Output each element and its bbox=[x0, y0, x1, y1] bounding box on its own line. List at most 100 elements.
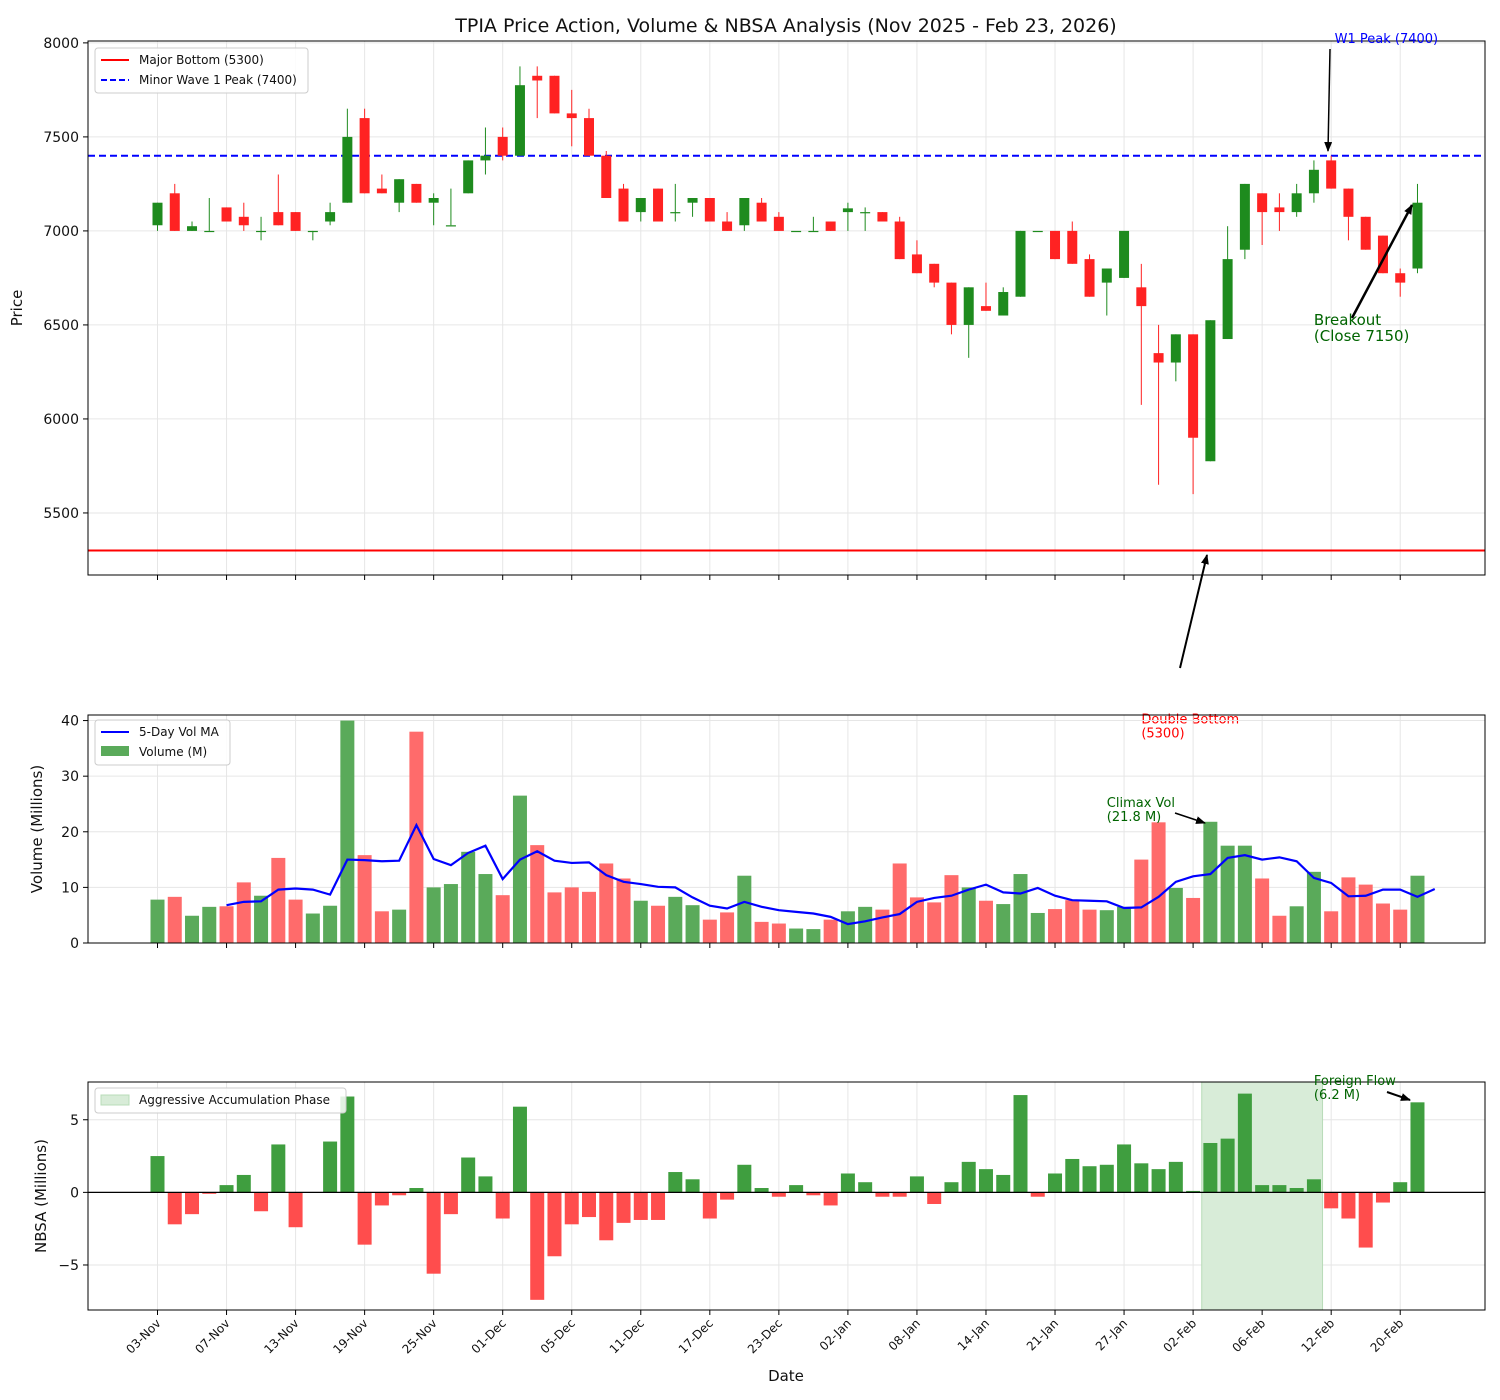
volume-bar bbox=[409, 731, 424, 943]
volume-bar bbox=[754, 921, 769, 943]
candle-body bbox=[1308, 169, 1319, 194]
nbsa-legend-label: Aggressive Accumulation Phase bbox=[139, 1093, 330, 1107]
candle-body bbox=[204, 230, 215, 233]
volume-bar bbox=[1220, 845, 1235, 943]
candle-body bbox=[825, 221, 836, 231]
nbsa-bar bbox=[806, 1192, 821, 1196]
candle-body bbox=[635, 198, 646, 213]
nbsa-ylabel: NBSA (Millions) bbox=[32, 1139, 50, 1253]
nbsa-bar bbox=[564, 1192, 579, 1225]
nbsa-legend: Aggressive Accumulation Phase bbox=[94, 1087, 347, 1114]
nbsa-bar bbox=[1168, 1161, 1183, 1193]
volume-bar bbox=[633, 900, 648, 943]
nbsa-bar bbox=[1082, 1166, 1097, 1193]
volume-bar bbox=[1410, 875, 1425, 943]
volume-bar bbox=[1134, 859, 1149, 943]
volume-bar bbox=[806, 929, 821, 943]
price-ytick-label: 5500 bbox=[43, 506, 79, 522]
volume-bar bbox=[668, 896, 683, 943]
nbsa-annotation-text: (6.2 M) bbox=[1314, 1088, 1360, 1103]
volume-bar bbox=[374, 911, 389, 943]
nbsa-bar bbox=[1220, 1138, 1235, 1193]
x-tick-label: 12-Feb bbox=[1299, 1316, 1338, 1355]
candle-body bbox=[877, 212, 888, 222]
chart-title: TPIA Price Action, Volume & NBSA Analysi… bbox=[454, 15, 1116, 37]
nbsa-panel: −5 0 5 NBSA (Millions) Aggressive Accumulati… bbox=[32, 1074, 1486, 1315]
volume-legend-label: 5-Day Vol MA bbox=[139, 725, 220, 739]
nbsa-bar bbox=[1048, 1173, 1063, 1193]
volume-bar bbox=[685, 905, 700, 943]
nbsa-bar bbox=[633, 1192, 648, 1220]
nbsa-bar bbox=[840, 1173, 855, 1193]
candle-body bbox=[894, 221, 905, 260]
nbsa-bar bbox=[323, 1141, 338, 1193]
volume-bar bbox=[702, 919, 717, 943]
candle-body bbox=[359, 118, 370, 194]
price-ytick-label: 7500 bbox=[43, 130, 79, 146]
accumulation-span bbox=[1201, 1081, 1324, 1311]
volume-bar bbox=[789, 928, 804, 943]
nbsa-bar bbox=[944, 1182, 959, 1193]
nbsa-bar bbox=[478, 1176, 493, 1193]
volume-bar bbox=[340, 720, 355, 943]
nbsa-bar bbox=[1030, 1192, 1045, 1197]
nbsa-bar bbox=[720, 1192, 735, 1200]
volume-bar bbox=[1289, 906, 1304, 943]
nbsa-bar bbox=[1341, 1192, 1356, 1219]
nbsa-bar bbox=[254, 1192, 269, 1212]
nbsa-bar bbox=[271, 1144, 286, 1193]
nbsa-bar bbox=[1151, 1169, 1166, 1193]
volume-bar bbox=[1324, 911, 1339, 943]
nbsa-bar bbox=[823, 1192, 838, 1206]
candle-body bbox=[445, 225, 456, 227]
volume-bar bbox=[1168, 887, 1183, 943]
nbsa-bar bbox=[789, 1185, 804, 1193]
nbsa-ytick-label: 5 bbox=[70, 1113, 79, 1129]
nbsa-bar bbox=[909, 1176, 924, 1193]
volume-bar bbox=[530, 845, 545, 943]
x-tick-label: 07-Nov bbox=[192, 1316, 232, 1356]
x-tick-label: 02-Feb bbox=[1160, 1316, 1199, 1355]
volume-bar bbox=[1341, 877, 1356, 943]
candle-body bbox=[929, 263, 940, 283]
candle-body bbox=[1377, 235, 1388, 274]
volume-bar bbox=[1151, 822, 1166, 943]
candle-body bbox=[842, 208, 853, 213]
candle-body bbox=[394, 179, 405, 203]
w1-peak-arrow bbox=[1324, 48, 1333, 152]
nbsa-bar bbox=[409, 1188, 424, 1193]
volume-bar bbox=[1237, 845, 1252, 943]
x-tick-label: 23-Dec bbox=[745, 1316, 785, 1356]
nbsa-bar bbox=[1306, 1179, 1321, 1193]
candle-body bbox=[1170, 334, 1181, 363]
candle-body bbox=[1188, 334, 1199, 438]
volume-bar bbox=[512, 795, 527, 943]
candle-body bbox=[1412, 202, 1423, 269]
foreign-flow-arrow bbox=[1386, 1091, 1411, 1101]
volume-bar bbox=[720, 912, 735, 943]
volume-bar bbox=[185, 915, 200, 943]
price-annotation-text: Breakout bbox=[1314, 311, 1381, 329]
candle-body bbox=[946, 282, 957, 325]
candle-body bbox=[428, 198, 439, 203]
price-legend-label: Major Bottom (5300) bbox=[139, 53, 264, 67]
candle-body bbox=[411, 183, 422, 203]
volume-annotation-text: (21.8 M) bbox=[1107, 810, 1161, 825]
volume-bar bbox=[443, 884, 458, 943]
volume-bar bbox=[909, 897, 924, 943]
price-ytick-label: 6500 bbox=[43, 318, 79, 334]
nbsa-bar bbox=[1393, 1182, 1408, 1193]
candle-body bbox=[739, 198, 750, 226]
nbsa-bar bbox=[461, 1157, 476, 1193]
nbsa-bar bbox=[685, 1179, 700, 1193]
price-legend-box bbox=[94, 47, 309, 94]
volume-bar bbox=[426, 887, 441, 943]
volume-bar bbox=[978, 900, 993, 943]
volume-bar bbox=[961, 887, 976, 943]
volume-bar bbox=[1117, 906, 1132, 943]
volume-bar bbox=[840, 911, 855, 943]
nbsa-bar bbox=[616, 1192, 631, 1223]
volume-ytick-label: 30 bbox=[61, 769, 79, 785]
volume-legend: 5-Day Vol MA Volume (M) bbox=[94, 719, 231, 766]
